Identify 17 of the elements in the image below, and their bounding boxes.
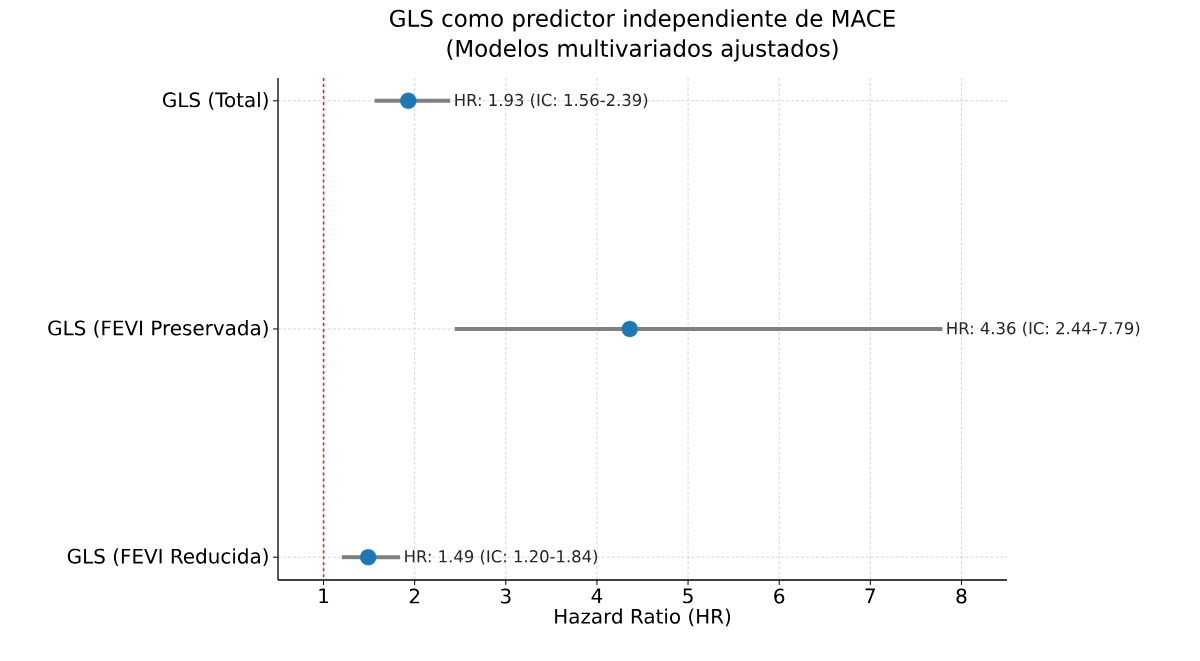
- x-tick-label: 2: [409, 588, 420, 604]
- chart-title: GLS como predictor independiente de MACE: [390, 9, 895, 32]
- x-tick-label: 6: [774, 588, 785, 604]
- y-tick-label: GLS (Total): [163, 91, 268, 110]
- chart-subtitle: (Modelos multivariados ajustados): [447, 39, 838, 62]
- annotation: HR: 1.49 (IC: 1.20-1.84): [405, 549, 598, 565]
- x-tick-label: 4: [591, 588, 603, 604]
- x-axis-title: Hazard Ratio (HR): [555, 608, 731, 627]
- x-tick-label: 5: [683, 588, 693, 604]
- x-tick-label: 3: [501, 588, 511, 604]
- annotation: HR: 1.93 (IC: 1.56-2.39): [455, 93, 648, 109]
- y-tick-label: GLS (FEVI Reducida): [67, 548, 268, 567]
- x-tick-label: 7: [865, 588, 875, 604]
- annotation: HR: 4.36 (IC: 2.44-7.79): [947, 321, 1140, 337]
- x-tick-label: 8: [956, 588, 967, 604]
- x-tick-label: 1: [319, 588, 329, 604]
- y-tick-label: GLS (FEVI Preservada): [48, 320, 268, 338]
